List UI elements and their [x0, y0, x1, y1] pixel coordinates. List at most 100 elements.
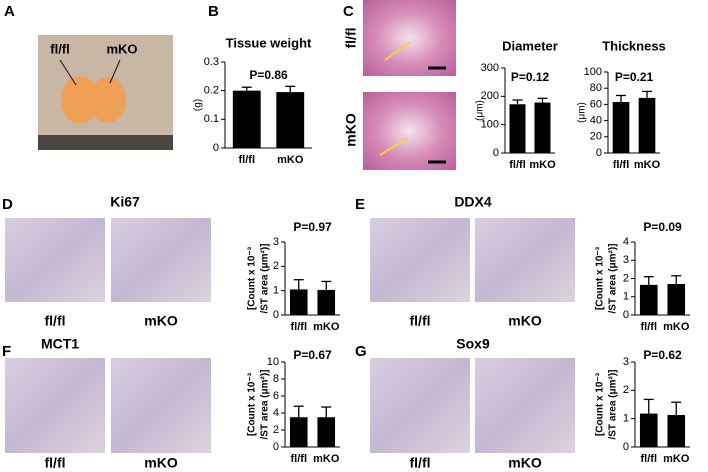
y-tick-label: 0 — [273, 309, 279, 321]
p-value: P=0.12 — [511, 70, 550, 84]
y-tick-label: 0 — [623, 309, 629, 321]
x-tick-label: mKO — [277, 154, 304, 166]
x-tick-label: fl/fl — [291, 321, 308, 333]
panel-label: A — [4, 3, 15, 20]
photo-label: fl/fl — [50, 41, 70, 56]
image-label: fl/fl — [45, 455, 66, 471]
y-tick-label: 2 — [623, 384, 629, 396]
chart-title: Diameter — [502, 38, 558, 53]
p-value: P=0.21 — [615, 70, 654, 84]
y-tick-label: 0.2 — [204, 85, 219, 97]
y-tick-label: 20 — [590, 131, 602, 143]
y-axis-label: [Count x 10⁻³ — [595, 246, 606, 310]
x-tick-label: mKO — [634, 159, 661, 171]
y-axis-label: /ST area (μm²)] — [260, 243, 271, 313]
x-tick-label: fl/fl — [239, 154, 256, 166]
panel-label: G — [355, 343, 367, 360]
x-tick-label: mKO — [529, 159, 556, 171]
bar — [612, 101, 630, 153]
y-tick-label: 0.3 — [204, 56, 219, 68]
pointer — [109, 59, 121, 84]
x-tick-label: mKO — [663, 321, 690, 333]
bar — [667, 283, 686, 315]
x-tick-label: fl/fl — [641, 453, 658, 465]
image-label: mKO — [144, 455, 178, 471]
y-tick-label: 60 — [590, 98, 602, 110]
micrograph — [5, 358, 105, 453]
y-tick-label: 2 — [623, 272, 629, 284]
y-axis-label: [Count x 10⁻³ — [595, 372, 606, 436]
bar — [317, 417, 336, 447]
bar — [289, 289, 308, 315]
micrograph — [111, 218, 211, 302]
bar — [509, 104, 526, 153]
stain-title: MCT1 — [41, 336, 79, 352]
y-axis-label: /ST area (μm²)] — [608, 243, 619, 313]
micrograph — [475, 358, 575, 453]
micrograph — [370, 358, 470, 453]
micrograph — [475, 218, 575, 302]
bar — [639, 413, 658, 447]
y-tick-label: 0 — [623, 441, 629, 453]
image-label: mKO — [508, 313, 542, 329]
y-tick-label: 6 — [273, 390, 279, 402]
y-tick-label: 0 — [493, 147, 499, 159]
bar — [638, 97, 656, 153]
y-tick-label: 200 — [481, 90, 499, 102]
y-tick-label: 2 — [273, 424, 279, 436]
y-tick-label: 0.1 — [204, 113, 219, 125]
bar — [534, 102, 551, 153]
y-axis-label: [Count x 10⁻³ — [247, 246, 258, 310]
panel-label: B — [208, 3, 219, 20]
x-tick-label: mKO — [313, 321, 340, 333]
x-tick-label: fl/fl — [291, 453, 308, 465]
measure-line — [379, 137, 409, 156]
bar — [639, 284, 658, 315]
p-value: P=0.97 — [293, 220, 332, 234]
y-axis-label: /ST area (μm²)] — [608, 369, 619, 439]
image-label: fl/fl — [45, 313, 66, 329]
testis — [61, 76, 99, 124]
row-label: mKO — [343, 113, 359, 147]
x-tick-label: mKO — [663, 453, 690, 465]
bar — [289, 417, 308, 447]
image-label: mKO — [144, 313, 178, 329]
y-tick-label: 3 — [273, 236, 279, 248]
row-label: fl/fl — [343, 28, 359, 49]
bar — [317, 289, 336, 315]
y-tick-label: 0 — [596, 147, 602, 159]
y-tick-label: 300 — [481, 62, 499, 74]
y-tick-label: 1 — [623, 291, 629, 303]
measure-line — [384, 41, 411, 61]
p-value: P=0.67 — [293, 348, 332, 362]
p-value: P=0.62 — [643, 348, 682, 362]
bar — [276, 92, 305, 148]
y-tick-label: 100 — [584, 66, 602, 78]
bar — [232, 90, 261, 148]
x-tick-label: mKO — [313, 453, 340, 465]
y-tick-label: 8 — [273, 373, 279, 385]
y-tick-label: 3 — [623, 356, 629, 368]
y-tick-label: 10 — [267, 356, 279, 368]
p-value: P=0.09 — [643, 220, 682, 234]
y-axis-label: [Count x 10⁻³ — [247, 372, 258, 436]
y-tick-label: 80 — [590, 82, 602, 94]
micrograph — [363, 0, 456, 76]
y-tick-label: 100 — [481, 119, 499, 131]
pointer — [59, 59, 77, 86]
panel-label: C — [343, 3, 354, 20]
x-tick-label: fl/fl — [613, 159, 630, 171]
y-axis-label: (μm) — [475, 100, 486, 121]
stain-title: Ki67 — [110, 194, 140, 210]
y-tick-label: 3 — [623, 254, 629, 266]
y-axis-label: /ST area (μm²)] — [260, 369, 271, 439]
stain-title: DDX4 — [454, 194, 492, 210]
chart-title: Thickness — [602, 38, 666, 53]
image-label: fl/fl — [410, 455, 431, 471]
y-tick-label: 4 — [623, 236, 629, 248]
x-tick-label: fl/fl — [509, 159, 526, 171]
photo-label: mKO — [106, 41, 137, 56]
y-tick-label: 0 — [273, 441, 279, 453]
panel-label: D — [2, 196, 13, 213]
